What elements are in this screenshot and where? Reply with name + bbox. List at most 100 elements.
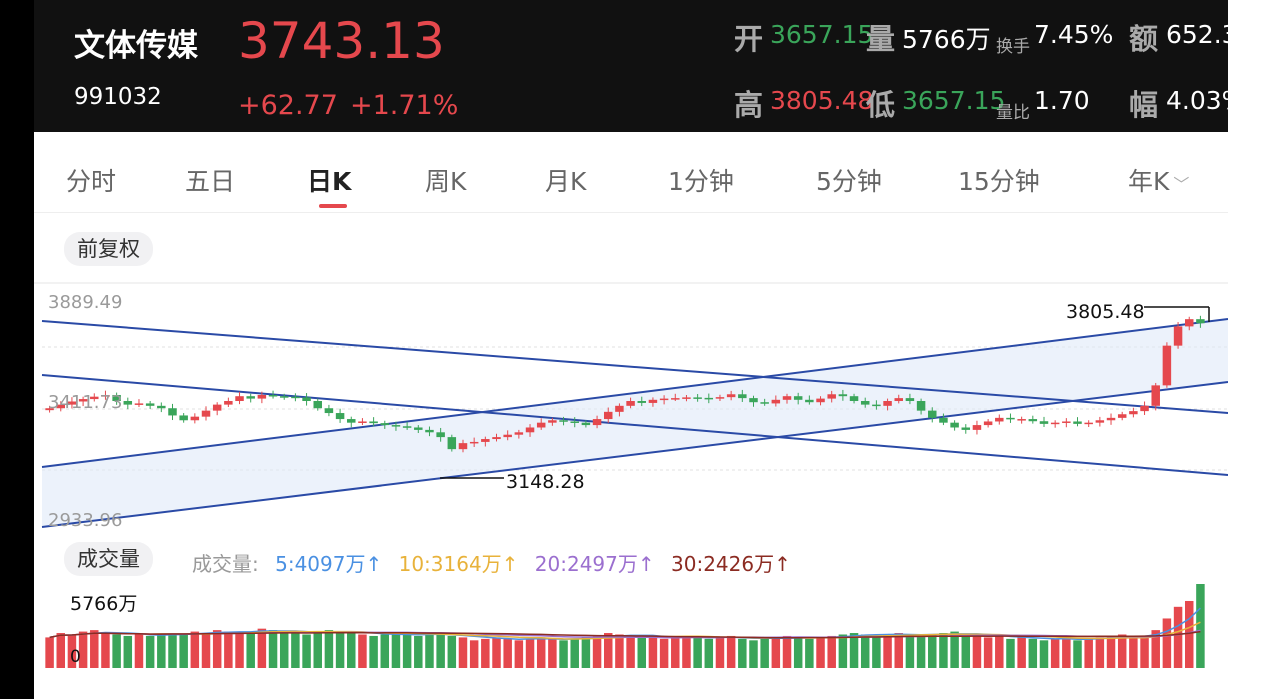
volume-bar [961, 634, 971, 668]
volume-indicator-button[interactable]: 成交量 [64, 542, 153, 576]
volume-bar [1084, 638, 1093, 668]
candle-body [1162, 345, 1172, 386]
candle-body [715, 397, 725, 399]
candle-body [402, 426, 412, 428]
open-label: 开 [734, 22, 764, 56]
adjust-button[interactable]: 前复权 [64, 232, 153, 266]
y-axis-max-label: 3889.49 [48, 292, 122, 313]
y-axis-mid-label: 3411.73 [48, 392, 122, 413]
chevron-down-icon: ﹀ [1173, 175, 1190, 194]
stock-code: 991032 [74, 84, 162, 110]
volume-bar [101, 633, 110, 668]
candle-body [1140, 405, 1149, 412]
candle-body [190, 416, 200, 421]
candle-body [1006, 417, 1015, 420]
ma5-legend: 5:4097万↑ [275, 552, 383, 576]
candle-body [1028, 419, 1038, 422]
candle-body [168, 408, 177, 416]
tab-five-day[interactable]: 五日 [185, 167, 236, 196]
volume-min-label: 0 [70, 647, 81, 667]
candle-body [469, 441, 479, 444]
volume-bar [1017, 637, 1026, 668]
candle-body [961, 427, 971, 430]
high-annotation: 3805.48 [1066, 301, 1145, 323]
tab-yearly-k-label: 年K [1128, 167, 1170, 196]
candle-body [704, 397, 714, 400]
tab-intraday[interactable]: 分时 [66, 167, 117, 196]
tab-15min[interactable]: 15分钟 [958, 167, 1040, 196]
candle-body [838, 394, 848, 397]
volume-bar [246, 631, 255, 668]
candle-body [201, 410, 211, 417]
candle-body [726, 394, 736, 398]
candle-body [1039, 421, 1049, 424]
candle-body [1151, 385, 1160, 406]
stock-name: 文体传媒 [74, 28, 198, 64]
volume-bar [626, 635, 635, 668]
volume-bar [302, 634, 311, 668]
volume-bar [1129, 635, 1138, 668]
candle-body [928, 410, 937, 418]
tab-weekly-k[interactable]: 周K [425, 167, 467, 196]
volume-bar [905, 634, 915, 668]
candle-body [458, 443, 468, 450]
volume-bar [659, 638, 669, 668]
volume-bar [257, 628, 267, 668]
candlestick-chart[interactable]: 3889.49 3411.73 2933.96 3805.48 3148.28 [34, 282, 1228, 532]
price-change: +62.77 [238, 90, 338, 121]
open-value: 3657.15 [770, 20, 874, 49]
tab-1min[interactable]: 1分钟 [668, 167, 734, 196]
tab-5min[interactable]: 5分钟 [816, 167, 882, 196]
volume-bar [1184, 600, 1194, 668]
tab-monthly-k[interactable]: 月K [545, 167, 587, 196]
candle-body [659, 398, 669, 401]
volume-bar [190, 631, 200, 668]
volume-bar [771, 637, 781, 668]
trend-line [41, 320, 1228, 414]
volume-bar [939, 633, 948, 668]
left-edge [0, 0, 34, 699]
candle-body [1073, 421, 1082, 424]
volume-bar [603, 633, 613, 668]
volume-bar [525, 638, 535, 668]
candle-body [983, 421, 993, 426]
candle-body [447, 437, 457, 450]
low-value: 3657.15 [902, 86, 1006, 115]
candle-body [827, 394, 836, 399]
candle-body [816, 398, 825, 403]
volume-bar [1151, 630, 1160, 668]
volume-chart[interactable]: 5766万 0 [34, 582, 1228, 672]
candle-body [90, 396, 99, 400]
volume-bar [56, 633, 66, 668]
candle-body [1084, 422, 1093, 425]
candle-body [425, 429, 434, 433]
candle-body [101, 394, 110, 397]
period-tabs: 分时 五日 日K 周K 月K 1分钟 5分钟 15分钟 年K ﹀ [34, 144, 1228, 213]
candle-body [224, 401, 233, 405]
volume-bar [425, 634, 434, 668]
candle-body [1017, 419, 1026, 421]
ma30-line [49, 630, 1201, 639]
candle-body [492, 437, 501, 440]
candle-body [894, 398, 903, 402]
ma20-legend: 20:2497万↑ [534, 552, 655, 576]
candle-body [682, 397, 691, 399]
candle-body [145, 403, 155, 406]
tab-yearly-k[interactable]: 年K ﹀ [1128, 162, 1189, 198]
volume-bar [224, 631, 233, 668]
turnover-label: 换手 [996, 37, 1030, 57]
candle-body [358, 421, 367, 423]
volume-bar [112, 634, 121, 668]
candle-body [693, 397, 702, 399]
volume-bar [279, 631, 289, 668]
trend-line [41, 318, 1228, 468]
candle-body [648, 399, 658, 403]
candle-body [525, 427, 535, 433]
candle-body [905, 398, 915, 402]
volume-bar [1006, 638, 1015, 668]
tab-daily-k[interactable]: 日K [307, 167, 352, 196]
candle-body [257, 394, 267, 399]
volume-bar [179, 634, 188, 668]
candle-body [1050, 422, 1060, 425]
volume-bar [983, 637, 993, 668]
